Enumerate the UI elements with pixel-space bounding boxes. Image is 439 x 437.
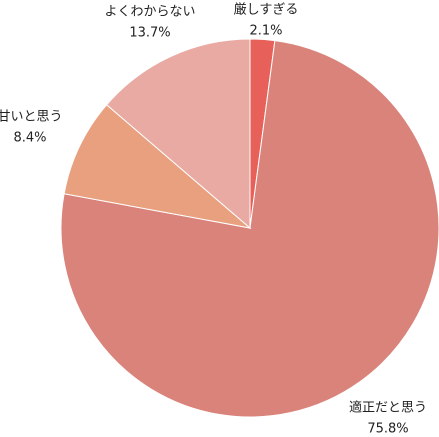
pie-slice — [63, 104, 252, 229]
slice-value-label: 13.7% — [129, 26, 170, 41]
slice-label: 適正だと思う — [349, 400, 427, 416]
slice-value-label: 8.4% — [13, 131, 46, 146]
slice-value-label: 2.1% — [249, 24, 282, 39]
slice-label: よくわからない — [104, 5, 195, 20]
pie-slice — [105, 38, 251, 230]
slice-label: 甘いと思う — [0, 110, 63, 125]
slice-label: 厳しすぎる — [234, 3, 299, 18]
pie-slice — [60, 40, 439, 418]
slice-value-label: 75.8% — [367, 422, 408, 437]
